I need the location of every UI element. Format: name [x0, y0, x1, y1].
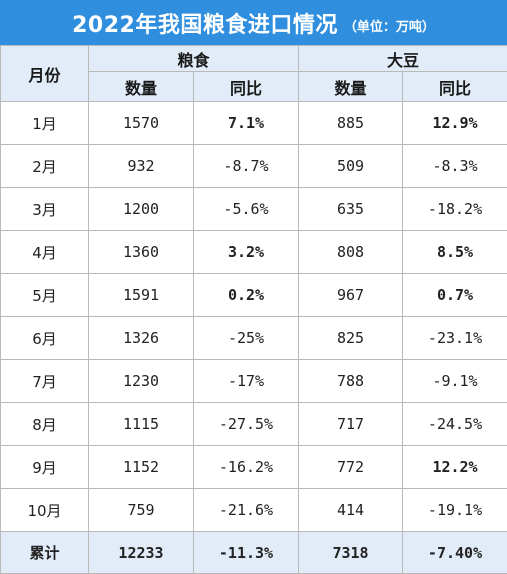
soy-qty-cell: 885: [299, 102, 403, 145]
soy-yoy-cell: 0.7%: [403, 274, 507, 317]
soy-qty-cell: 825: [299, 317, 403, 360]
grain-qty-cell: 1570: [89, 102, 194, 145]
grain-yoy-cell: 7.1%: [194, 102, 299, 145]
grain-qty-cell: 1360: [89, 231, 194, 274]
grain-yoy-cell: -5.6%: [194, 188, 299, 231]
soy-yoy-cell: 12.9%: [403, 102, 507, 145]
soy-yoy-cell: 12.2%: [403, 446, 507, 489]
month-cell: 8月: [1, 403, 89, 446]
grain-qty-cell: 1200: [89, 188, 194, 231]
grain-qty-cell: 1230: [89, 360, 194, 403]
soy-qty-cell: 717: [299, 403, 403, 446]
grain-qty-cell: 932: [89, 145, 194, 188]
month-cell: 1月: [1, 102, 89, 145]
grain-yoy-cell: -8.7%: [194, 145, 299, 188]
total-soy-yoy-cell: -7.40%: [403, 532, 507, 574]
grain-yoy-cell: -17%: [194, 360, 299, 403]
soy-qty-cell: 414: [299, 489, 403, 532]
unit-note: （单位：万吨）: [344, 16, 435, 35]
soy-yoy-cell: -9.1%: [403, 360, 507, 403]
grain-yoy-cell: 3.2%: [194, 231, 299, 274]
month-cell: 6月: [1, 317, 89, 360]
grain-yoy-cell: -27.5%: [194, 403, 299, 446]
total-soy-qty-cell: 7318: [299, 532, 403, 574]
grain-qty-cell: 759: [89, 489, 194, 532]
grain-yoy-cell: -21.6%: [194, 489, 299, 532]
month-cell: 7月: [1, 360, 89, 403]
soy-yoy-cell: -24.5%: [403, 403, 507, 446]
grain-qty-cell: 1326: [89, 317, 194, 360]
month-cell: 4月: [1, 231, 89, 274]
total-grain-yoy-cell: -11.3%: [194, 532, 299, 574]
grain-qty-cell: 1115: [89, 403, 194, 446]
month-cell: 9月: [1, 446, 89, 489]
header-row-group: 月份 粮食 大豆: [1, 46, 507, 72]
header-soy-yoy: 同比: [403, 72, 507, 102]
soy-qty-cell: 788: [299, 360, 403, 403]
grain-yoy-cell: -16.2%: [194, 446, 299, 489]
title-bar: 2022年我国粮食进口情况 （单位：万吨）: [0, 0, 507, 45]
page-title: 2022年我国粮食进口情况: [72, 7, 338, 39]
soy-yoy-cell: -19.1%: [403, 489, 507, 532]
header-grain-yoy: 同比: [194, 72, 299, 102]
month-cell: 5月: [1, 274, 89, 317]
total-grain-qty-cell: 12233: [89, 532, 194, 574]
month-cell: 10月: [1, 489, 89, 532]
header-soy-qty: 数量: [299, 72, 403, 102]
soy-yoy-cell: -23.1%: [403, 317, 507, 360]
soy-yoy-cell: -8.3%: [403, 145, 507, 188]
grain-yoy-cell: 0.2%: [194, 274, 299, 317]
soy-qty-cell: 635: [299, 188, 403, 231]
grain-yoy-cell: -25%: [194, 317, 299, 360]
soy-qty-cell: 509: [299, 145, 403, 188]
month-cell: 2月: [1, 145, 89, 188]
header-month: 月份: [1, 46, 89, 102]
soy-qty-cell: 967: [299, 274, 403, 317]
month-cell: 3月: [1, 188, 89, 231]
header-grain: 粮食: [89, 46, 299, 72]
grain-qty-cell: 1152: [89, 446, 194, 489]
soy-qty-cell: 808: [299, 231, 403, 274]
header-grain-qty: 数量: [89, 72, 194, 102]
total-label-cell: 累计: [1, 532, 89, 574]
header-soybean: 大豆: [299, 46, 507, 72]
grain-qty-cell: 1591: [89, 274, 194, 317]
soy-yoy-cell: 8.5%: [403, 231, 507, 274]
soy-qty-cell: 772: [299, 446, 403, 489]
soy-yoy-cell: -18.2%: [403, 188, 507, 231]
